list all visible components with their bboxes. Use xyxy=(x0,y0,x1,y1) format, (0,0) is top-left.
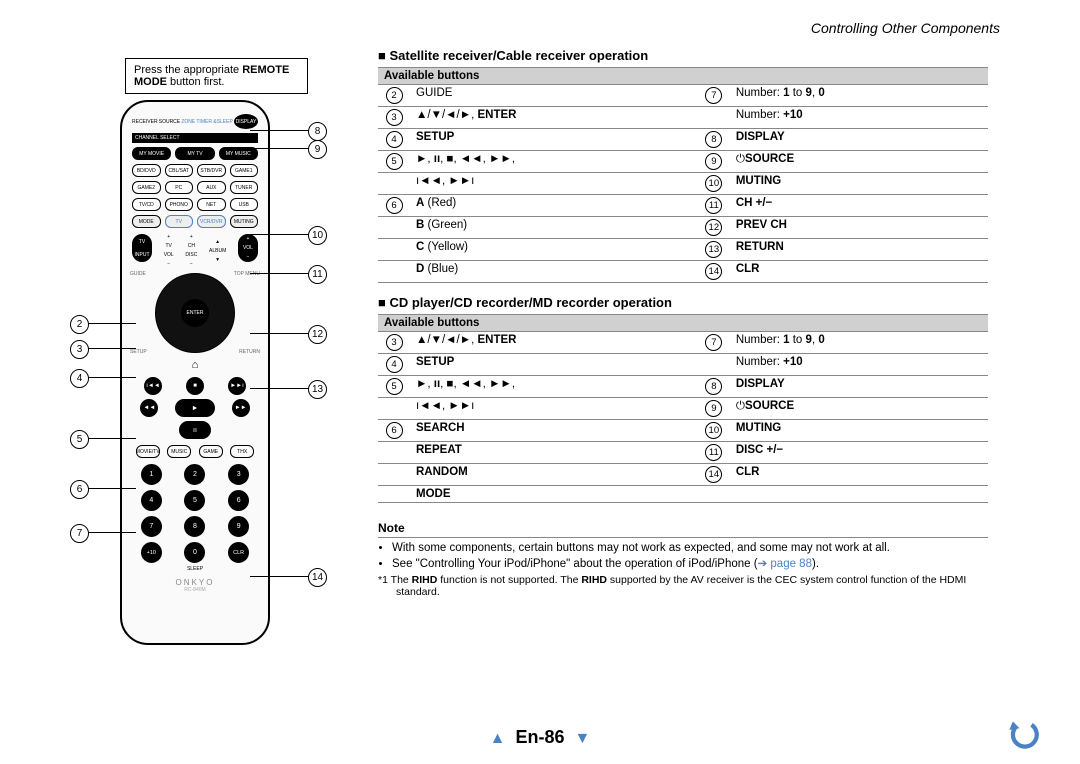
section-header: Controlling Other Components xyxy=(811,20,1000,36)
prev-page-icon[interactable]: ▲ xyxy=(490,730,506,747)
notes-block: Note With some components, certain butto… xyxy=(378,521,988,598)
back-icon[interactable] xyxy=(1006,718,1040,752)
next-page-icon[interactable]: ▼ xyxy=(575,730,591,747)
content: Satellite receiver/Cable receiver operat… xyxy=(378,44,988,598)
mode-tip: Press the appropriate REMOTE MODE button… xyxy=(125,58,308,94)
page-footer: ▲ En-86 ▼ xyxy=(0,727,1080,748)
